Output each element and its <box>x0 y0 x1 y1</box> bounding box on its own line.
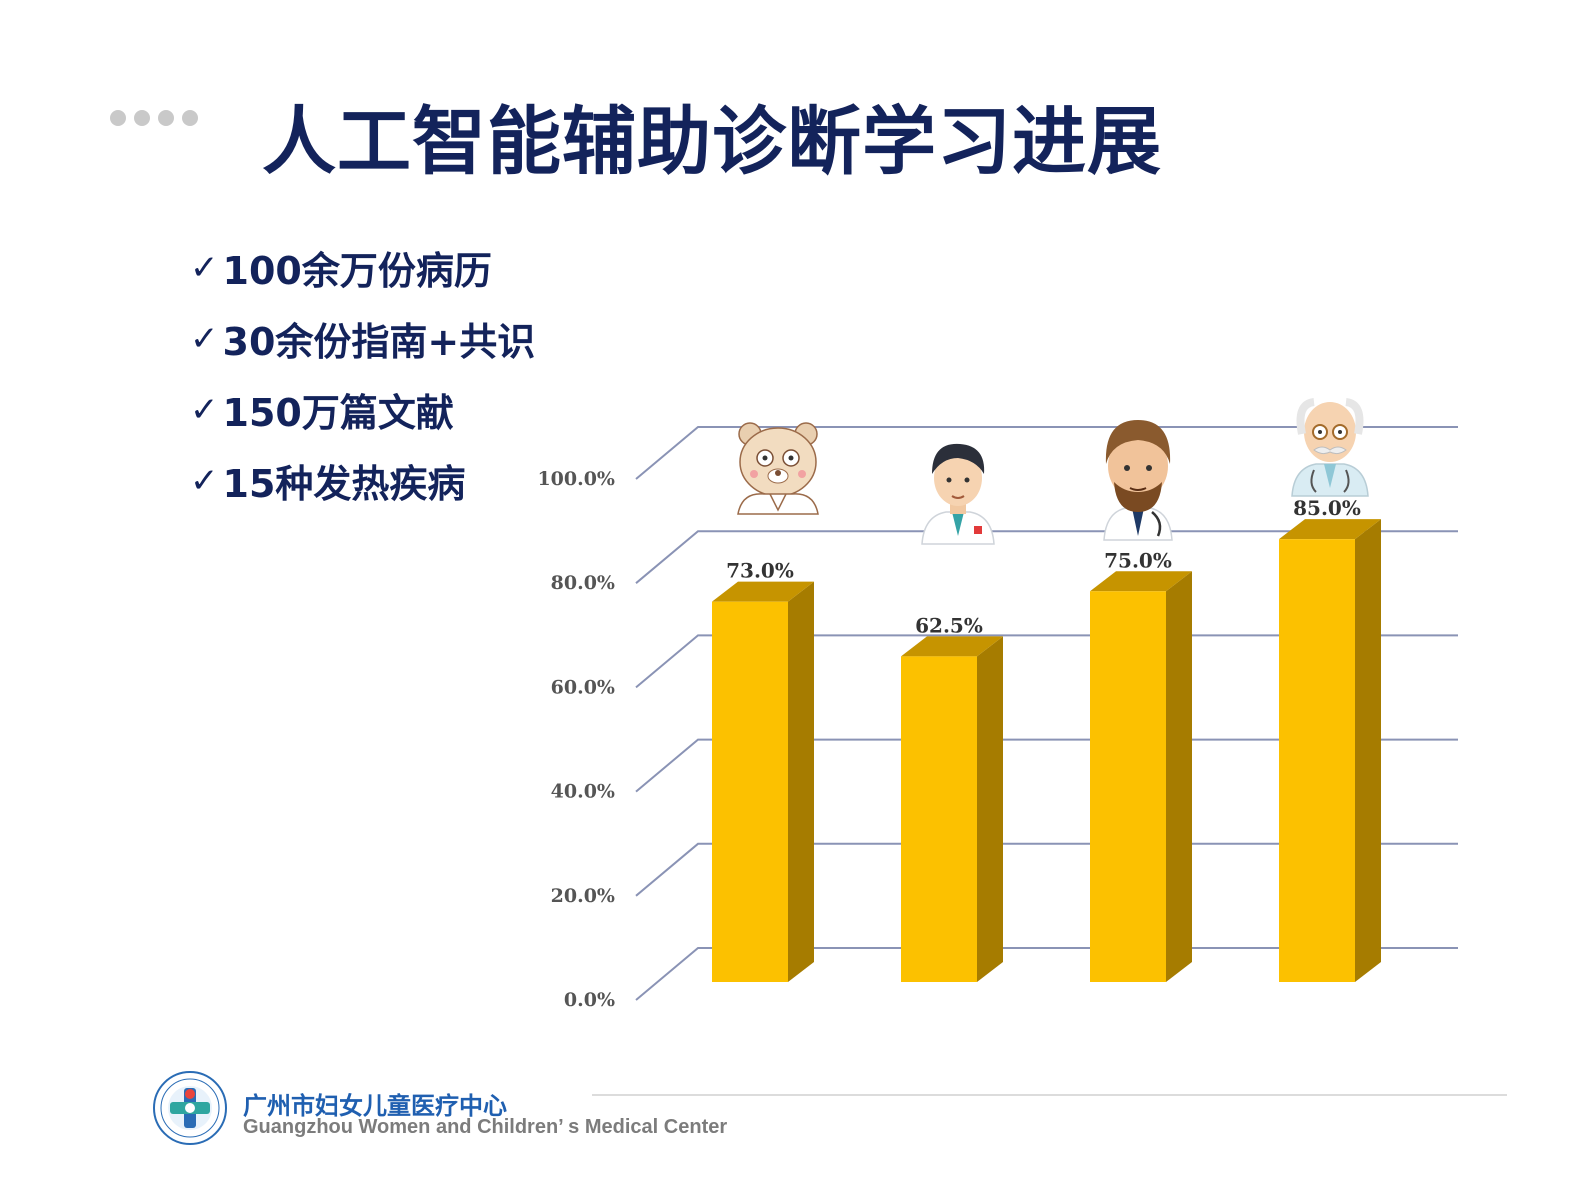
senior-doctor-icon <box>1291 398 1369 497</box>
y-tick-label: 60.0% <box>551 676 615 698</box>
bar-top <box>712 581 814 602</box>
bar <box>712 601 788 982</box>
y-tick-label: 80.0% <box>551 572 615 594</box>
bar <box>1279 539 1355 982</box>
y-tick-label: 20.0% <box>551 885 615 907</box>
grid-line <box>635 426 1458 480</box>
hospital-logo-icon <box>153 1071 227 1145</box>
bar-chart: 0.0% 20.0% 40.0% 60.0% 80.0% 100.0% 73.0% 62.5%… <box>537 398 1458 1011</box>
y-tick-label: 100.0% <box>537 468 615 490</box>
data-label: 85.0% <box>1293 496 1361 520</box>
grid-line <box>635 842 1458 897</box>
bar-side <box>1355 519 1381 982</box>
page-title: 人工智能辅助诊断学习进展 <box>262 99 1162 185</box>
data-label: 62.5% <box>915 613 983 637</box>
bar-top <box>1090 571 1192 592</box>
bar <box>1090 591 1166 982</box>
bearded-doctor-icon <box>1103 420 1173 541</box>
bullet-item: ✓ 15种发热疾病 <box>190 445 535 516</box>
bar-top <box>901 636 1003 657</box>
bullet-item: ✓ 100余万份病历 <box>190 232 535 303</box>
org-name-cn: 广州市妇女儿童医疗中心 <box>243 1092 507 1120</box>
dot <box>158 110 174 126</box>
check-icon: ✓ <box>190 460 219 501</box>
bar-side <box>1166 571 1192 982</box>
grid-line <box>635 738 1458 793</box>
bullet-text: 100余万份病历 <box>222 249 492 293</box>
data-label: 75.0% <box>1104 548 1172 572</box>
dot <box>110 110 126 126</box>
bar-top <box>1279 519 1381 540</box>
y-tick-label: 40.0% <box>551 781 615 803</box>
bar <box>901 656 977 982</box>
org-name-en: Guangzhou Women and Children’ s Medical … <box>243 1116 728 1138</box>
bar-side <box>977 636 1003 982</box>
grid-line <box>635 947 1458 1001</box>
grid-line <box>635 530 1458 584</box>
y-tick-label: 0.0% <box>564 989 615 1011</box>
data-label: 73.0% <box>726 559 794 583</box>
bullet-item: ✓ 150万篇文献 <box>190 374 535 445</box>
bullet-item: ✓ 30余份指南+共识 <box>190 303 535 374</box>
check-icon: ✓ <box>190 389 219 430</box>
check-icon: ✓ <box>190 318 219 359</box>
footer-divider <box>592 1094 1507 1096</box>
bullet-text: 150万篇文献 <box>222 391 454 435</box>
young-doctor-icon <box>921 443 995 545</box>
bullet-text: 15种发热疾病 <box>222 462 466 506</box>
dot <box>182 110 198 126</box>
check-icon: ✓ <box>190 247 219 288</box>
bullet-text: 30余份指南+共识 <box>222 320 536 364</box>
decorative-dots <box>110 110 198 126</box>
bullet-list: ✓ 100余万份病历 ✓ 30余份指南+共识 ✓ 150万篇文献 ✓ 15种发热… <box>190 232 535 516</box>
grid-line <box>635 634 1458 689</box>
bar-side <box>788 581 814 982</box>
teddy-bear-doctor-icon <box>737 422 819 515</box>
dot <box>134 110 150 126</box>
